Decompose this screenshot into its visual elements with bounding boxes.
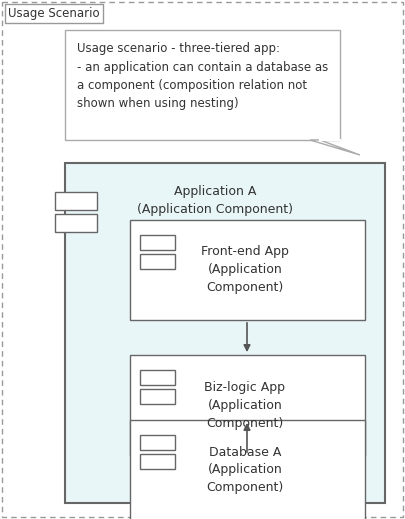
Bar [140,370,175,385]
Bar [130,220,365,320]
Polygon shape [310,140,360,155]
Bar [130,420,365,519]
Text: Usage Scenario: Usage Scenario [8,7,100,20]
Bar [65,163,385,503]
Bar [140,235,175,250]
Bar [140,254,175,269]
Text: Front-end App
(Application
Component): Front-end App (Application Component) [201,245,289,294]
Bar [130,355,365,455]
Text: Application A
(Application Component): Application A (Application Component) [137,185,293,216]
Bar [140,435,175,450]
Text: Usage scenario - three-tiered app:
- an application can contain a database as
a : Usage scenario - three-tiered app: - an … [77,42,328,111]
Bar [140,454,175,469]
Bar [65,30,340,140]
Bar [55,214,97,232]
Bar [55,192,97,210]
Text: Biz-logic App
(Application
Component): Biz-logic App (Application Component) [205,380,286,430]
Text: Database A
(Application
Component): Database A (Application Component) [207,445,284,495]
Bar [140,389,175,404]
